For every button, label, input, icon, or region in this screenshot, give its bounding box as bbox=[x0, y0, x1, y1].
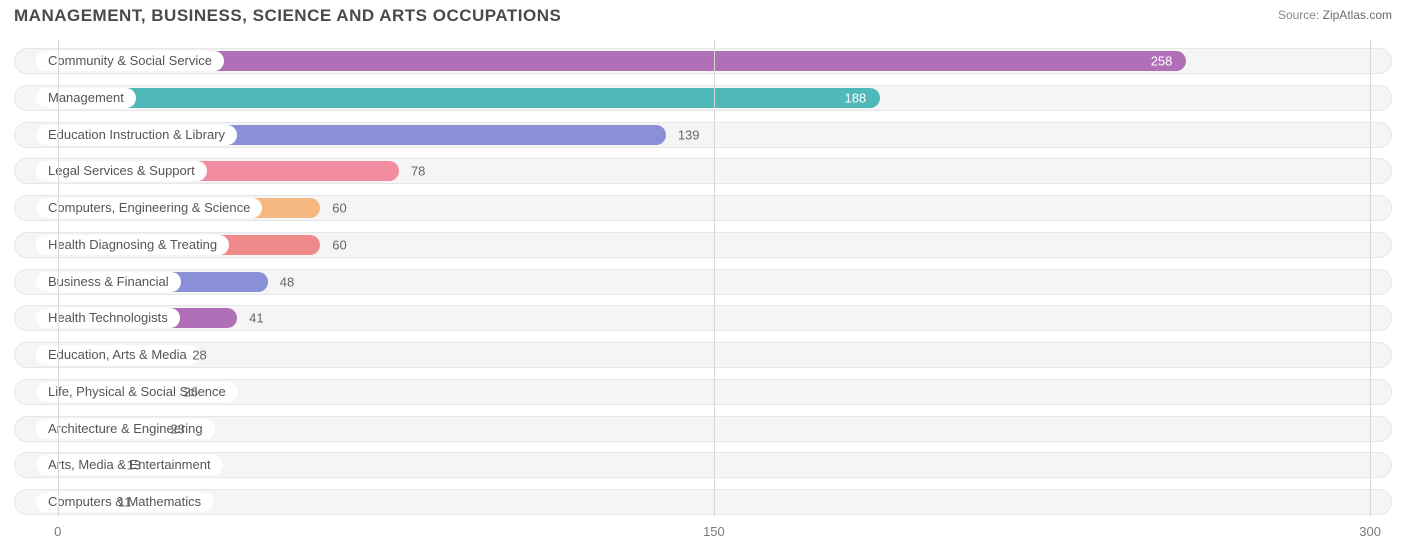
bar-value: 139 bbox=[678, 127, 700, 142]
bar-fill bbox=[61, 51, 1187, 71]
bar-row: Management 188 bbox=[14, 83, 1392, 113]
bar-row: Arts, Media & Entertainment13 bbox=[14, 450, 1392, 480]
grid-line bbox=[714, 40, 715, 517]
bar-row: Health Diagnosing & Treating 60 bbox=[14, 230, 1392, 260]
bar-label: Community & Social Service bbox=[36, 51, 224, 71]
bar-value: 13 bbox=[127, 458, 141, 473]
bar-row: Education Instruction & Library 139 bbox=[14, 120, 1392, 150]
bar-fill bbox=[61, 88, 880, 108]
x-axis-tick: 0 bbox=[54, 524, 61, 539]
bar-row: Architecture & Engineering23 bbox=[14, 414, 1392, 444]
bar-value: 48 bbox=[280, 274, 294, 289]
bar-label: Computers, Engineering & Science bbox=[36, 198, 262, 218]
bar-row: Community & Social Service 258 bbox=[14, 46, 1392, 76]
bar-track bbox=[14, 342, 1392, 368]
x-axis-tick: 300 bbox=[1359, 524, 1381, 539]
grid-line bbox=[58, 40, 59, 517]
bar-row: Health Technologists41 bbox=[14, 303, 1392, 333]
bar-value: 11 bbox=[118, 495, 132, 510]
bar-value: 26 bbox=[183, 384, 197, 399]
x-axis-tick: 150 bbox=[703, 524, 725, 539]
grid-line bbox=[1370, 40, 1371, 517]
bars-container: Community & Social Service 258 Management 1… bbox=[14, 46, 1392, 517]
bar-value: 23 bbox=[170, 421, 184, 436]
bar-label: Legal Services & Support bbox=[36, 161, 207, 181]
bar-label: Architecture & Engineering bbox=[36, 419, 215, 439]
bar-value: 60 bbox=[332, 201, 346, 216]
bar-value: 28 bbox=[192, 348, 206, 363]
bar-row: Life, Physical & Social Science26 bbox=[14, 377, 1392, 407]
bar-label: Education, Arts & Media bbox=[36, 345, 199, 365]
bar-row: Computers & Mathematics11 bbox=[14, 487, 1392, 517]
bar-label: Education Instruction & Library bbox=[36, 125, 237, 145]
bar-label: Life, Physical & Social Science bbox=[36, 382, 238, 402]
bar-value: 60 bbox=[332, 237, 346, 252]
bar-track bbox=[14, 416, 1392, 442]
bar-label: Management bbox=[36, 88, 136, 108]
bar-label: Health Diagnosing & Treating bbox=[36, 235, 229, 255]
bar-row: Business & Financial48 bbox=[14, 267, 1392, 297]
bar-value: 41 bbox=[249, 311, 263, 326]
bar-track bbox=[14, 489, 1392, 515]
bar-value: 188 bbox=[844, 90, 866, 105]
source-value: ZipAtlas.com bbox=[1323, 8, 1392, 22]
bar-value: 78 bbox=[411, 164, 425, 179]
bar-row: Education, Arts & Media28 bbox=[14, 340, 1392, 370]
chart-area: Community & Social Service 258 Management 1… bbox=[14, 40, 1392, 539]
bar-row: Computers, Engineering & Science 60 bbox=[14, 193, 1392, 223]
source-attribution: Source: ZipAtlas.com bbox=[1278, 8, 1392, 22]
bar-value: 258 bbox=[1151, 54, 1173, 69]
chart-title: MANAGEMENT, BUSINESS, SCIENCE AND ARTS O… bbox=[14, 6, 561, 26]
bar-row: Legal Services & Support 78 bbox=[14, 156, 1392, 186]
source-label: Source: bbox=[1278, 8, 1319, 22]
